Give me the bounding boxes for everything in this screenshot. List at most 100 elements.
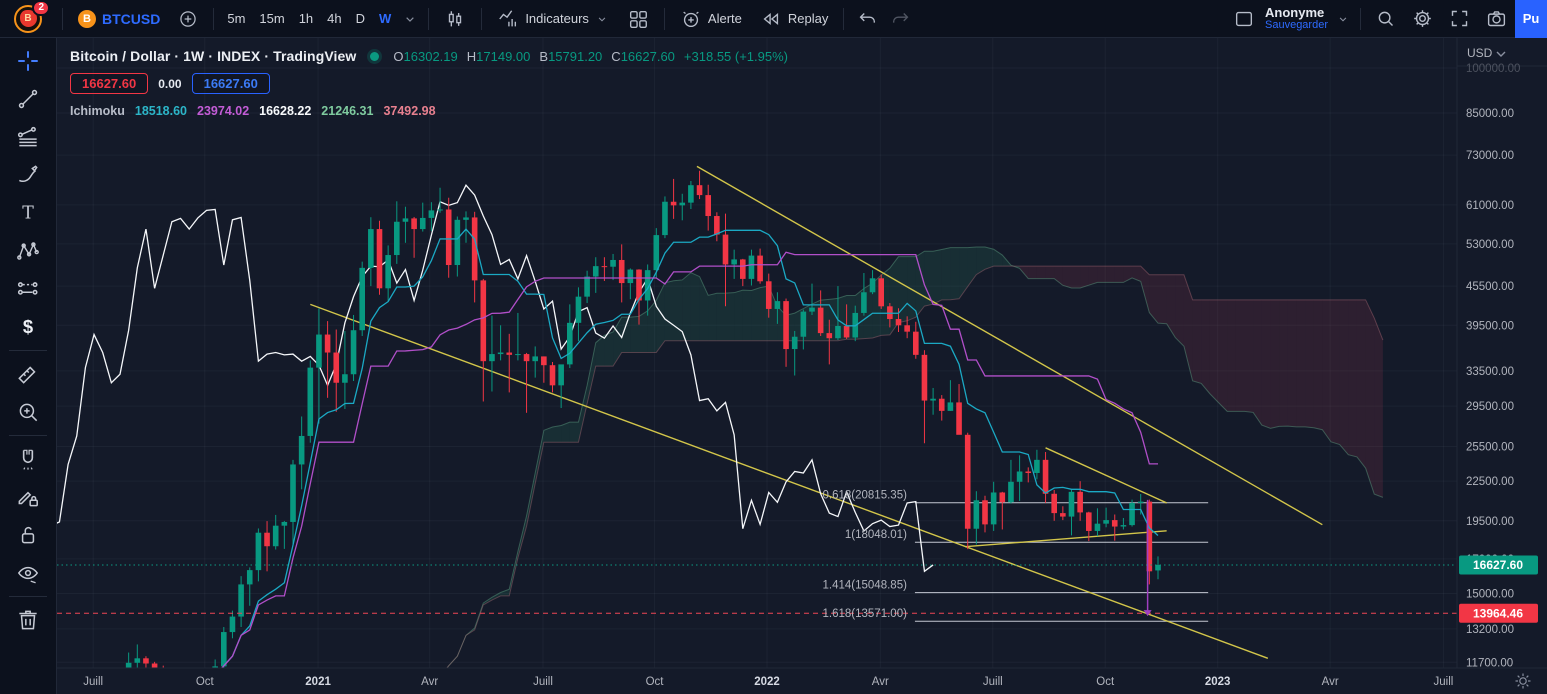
fib-retracement-tool[interactable] [9, 118, 47, 156]
chart-area[interactable]: 0.618(20815.35) 1(18048.01) 1.414(15048.85… [57, 38, 1547, 694]
timeframe-group: 5m 15m 1h 4h D W [220, 0, 398, 37]
sell-price-button[interactable]: 16627.60 [70, 73, 149, 94]
notification-badge[interactable]: 2 [32, 0, 50, 16]
price-tick: 45500.00 [1466, 281, 1514, 293]
text-icon: T [22, 203, 34, 223]
brush-icon [18, 165, 38, 183]
brush-tool[interactable] [9, 156, 47, 194]
time-tick: 2023 [1205, 676, 1231, 688]
xabcd-pattern-tool[interactable] [9, 232, 47, 270]
text-tool[interactable]: T [9, 194, 47, 232]
chart-legend: Bitcoin / Dollar · 1W · INDEX · TradingV… [70, 48, 788, 118]
indicators-button[interactable]: Indicateurs [488, 4, 618, 34]
fullscreen-button[interactable] [1441, 4, 1478, 34]
time-tick: Oct [196, 676, 215, 688]
timeframe-5m[interactable]: 5m [227, 11, 246, 26]
symbol-button[interactable]: B BTCUSD [69, 4, 169, 34]
btc-icon: B [78, 9, 96, 28]
ohlc-item: H17149.00 [466, 48, 531, 64]
dollar-tool[interactable]: $ [9, 308, 47, 346]
price-tick: 19500.00 [1466, 516, 1514, 528]
alert-button[interactable]: Alerte [671, 4, 751, 34]
timeframe-4h[interactable]: 4h [327, 11, 342, 26]
price-tick: 61000.00 [1466, 200, 1514, 212]
publish-button[interactable]: Pu [1515, 0, 1547, 38]
indicator-value: 16628.22 [259, 104, 312, 118]
forecast-icon [17, 282, 38, 295]
time-tick: Avr [1322, 676, 1339, 688]
drawing-lock-tool[interactable] [9, 478, 47, 516]
redo-icon [893, 12, 909, 23]
lock-all-tool[interactable] [9, 516, 47, 554]
timeframe-1h[interactable]: 1h [298, 11, 314, 26]
plus-circle-icon [180, 10, 197, 27]
timeframe-15m[interactable]: 15m [259, 11, 285, 26]
grid-layout-icon [629, 10, 647, 28]
toolbar-separator [9, 596, 47, 597]
layout-button[interactable] [1227, 4, 1261, 34]
indicator-values: 18518.60 23974.02 16628.22 21246.31 37492.98 [135, 104, 436, 118]
undo-button[interactable] [850, 4, 884, 34]
symbol-title[interactable]: Bitcoin / Dollar · 1W · INDEX · TradingV… [70, 48, 357, 64]
price-tick: 11700.00 [1466, 657, 1513, 669]
toolbar-separator [9, 350, 47, 351]
user-menu-chevron[interactable] [1332, 4, 1354, 34]
price-chart[interactable]: 0.618(20815.35) 1(18048.01) 1.414(15048.85… [57, 38, 1547, 694]
forecast-tool[interactable] [9, 270, 47, 308]
replay-button[interactable]: Replay [751, 4, 837, 34]
time-tick: 2022 [754, 676, 780, 688]
timeframe-W[interactable]: W [379, 11, 392, 26]
timeframe-D[interactable]: D [355, 11, 366, 26]
user-menu[interactable]: Anonyme Sauvegarder [1265, 6, 1328, 31]
indicator-value: 37492.98 [383, 104, 436, 118]
ruler-tool[interactable] [9, 355, 47, 393]
drawing-toolbar: T $ [0, 38, 57, 694]
crosshair-tool[interactable] [9, 42, 47, 80]
toolbar-separator [9, 435, 47, 436]
settings-button[interactable] [1404, 4, 1441, 34]
time-tick: Juill [533, 676, 553, 688]
fib-retracement-icon [17, 126, 37, 147]
time-tick: Oct [646, 676, 665, 688]
price-tick: 22500.00 [1466, 476, 1514, 488]
svg-text:1.414(15048.85): 1.414(15048.85) [823, 580, 908, 592]
magnet-icon [22, 449, 34, 470]
indicator-name[interactable]: Ichimoku [70, 104, 125, 118]
layout-square-icon [1235, 11, 1253, 26]
indicators-icon [499, 9, 517, 26]
symbol-label: BTCUSD [102, 10, 161, 27]
gear-icon [1414, 10, 1431, 27]
zoom-in-tool[interactable] [9, 393, 47, 431]
redo-button[interactable] [884, 4, 918, 34]
search-button[interactable] [1367, 4, 1404, 34]
svg-text:0.618(20815.35): 0.618(20815.35) [823, 490, 908, 502]
search-icon [1378, 11, 1393, 26]
snapshot-button[interactable] [1478, 4, 1515, 34]
crosshair-icon [18, 51, 38, 71]
magnet-tool[interactable] [9, 440, 47, 478]
undo-icon [859, 12, 876, 23]
app-logo[interactable]: B 2 [0, 0, 56, 33]
ohlc-values: O16302.19 H17149.00 B15791.20 C16627.60 +318… [393, 49, 788, 64]
chevron-down-icon [1339, 16, 1347, 21]
currency-selector[interactable]: USD [1467, 46, 1493, 60]
brightness-icon[interactable] [1515, 673, 1531, 689]
candles-icon [449, 10, 462, 26]
buy-price-button[interactable]: 16627.60 [191, 73, 270, 94]
dollar-icon: $ [23, 316, 33, 337]
time-tick: Juill [83, 676, 103, 688]
templates-button[interactable] [618, 4, 658, 34]
ohlc-item: O16302.19 [393, 48, 458, 64]
symbol-add-button[interactable] [169, 4, 207, 34]
chart-style-button[interactable] [435, 4, 475, 34]
save-layout-link[interactable]: Sauvegarder [1265, 18, 1328, 31]
trend-line-tool[interactable] [9, 80, 47, 118]
timeframe-menu-button[interactable] [398, 4, 422, 34]
svg-text:1(18048.01): 1(18048.01) [845, 529, 907, 541]
time-tick: Avr [872, 676, 889, 688]
trash-tool[interactable] [9, 601, 47, 639]
hide-drawings-tool[interactable] [9, 554, 47, 592]
market-status-icon[interactable] [370, 51, 380, 61]
change-value: +318.55 (+1.95%) [683, 48, 788, 64]
indicator-value: 18518.60 [134, 104, 188, 118]
